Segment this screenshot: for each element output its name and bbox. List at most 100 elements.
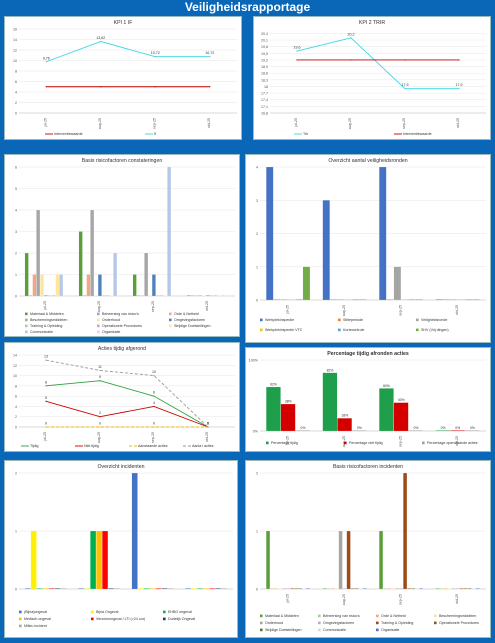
legend-swatch <box>318 628 321 632</box>
legend-swatch <box>25 312 28 316</box>
data-label: 11 <box>98 365 102 369</box>
data-point <box>458 88 460 90</box>
bar <box>102 530 108 590</box>
x-tick-label: sep-25 <box>151 301 155 312</box>
bar <box>286 588 291 590</box>
y-tick-label: 2 <box>15 101 17 105</box>
data-label: 0% <box>357 426 362 430</box>
legend-label: Strijdige Doelstellingen <box>174 324 211 328</box>
legend-label: Orde & Netheid <box>174 312 199 316</box>
data-point <box>350 37 352 39</box>
bar <box>137 588 144 590</box>
bar <box>280 299 289 301</box>
bar <box>270 588 275 590</box>
y-tick-label: 18,6 <box>261 72 268 76</box>
y-tick-label: 16 <box>13 28 17 32</box>
legend-label: Tijdig <box>30 444 38 448</box>
bar <box>198 295 203 297</box>
data-point <box>153 395 155 397</box>
y-tick-label: 2 <box>15 252 17 256</box>
y-tick-label: 2 <box>15 472 17 476</box>
chart-panel-risk-incidenten: Basis risicofactoren incidenten 0 1 2 jul-2… <box>245 460 491 638</box>
data-point <box>45 86 47 88</box>
bar <box>346 530 351 590</box>
bar <box>105 295 110 297</box>
x-tick-label: aug-25 <box>97 432 101 443</box>
bar <box>90 209 95 297</box>
data-label: 0% <box>441 426 446 430</box>
legend-label: Beheersing van risico's <box>102 312 139 316</box>
bar <box>471 588 476 590</box>
data-point <box>153 405 155 408</box>
y-tick-label: 20,1 <box>261 39 268 43</box>
x-tick-label: okt-25 <box>456 118 460 128</box>
y-tick-label: 0 <box>15 295 17 299</box>
x-tick-label: jul-25 <box>294 118 298 128</box>
bar <box>117 295 121 297</box>
y-tick-label: 6 <box>15 395 17 399</box>
bar <box>472 299 480 301</box>
bar <box>344 299 352 301</box>
y-tick-label: 4 <box>256 166 258 170</box>
data-label: 82% <box>327 368 334 372</box>
bar <box>408 299 416 301</box>
legend-label: Operationele Procedures <box>439 621 479 625</box>
bar <box>326 588 331 590</box>
x-tick-label: sep-25 <box>398 305 402 316</box>
legend-swatch <box>19 624 22 628</box>
x-tick-label: aug-25 <box>98 118 102 129</box>
legend-label: Onderhoud <box>265 621 283 625</box>
x-tick-label: sep-25 <box>151 432 155 443</box>
chart-title: Overzicht incidenten <box>97 464 145 470</box>
chart-panel-kpi2: KPI 2 TRIR 16,8 17,1 17,4 17,7 18 18,3 18,6 18,… <box>253 16 491 140</box>
kpi1-chart: 0 2 4 6 8 10 12 14 16 jul-25 aug-25 sep-25 okt-25 9,7… <box>13 28 237 136</box>
bar <box>294 588 299 590</box>
bar <box>379 388 394 432</box>
bar <box>59 274 64 297</box>
legend-swatch <box>416 318 419 322</box>
data-label: 62% <box>270 382 277 386</box>
bar <box>131 472 138 590</box>
legend-swatch <box>416 328 419 332</box>
chart-panel-kpi1: KPI 1 IF 0 2 4 6 8 10 12 14 16 jul-25 aug-25 sep-25… <box>4 16 242 140</box>
bar <box>78 231 83 297</box>
bar <box>36 209 41 297</box>
y-tick-label: 0 <box>256 588 258 592</box>
bar <box>108 588 114 590</box>
legend-label: Werkplekinspectie <box>265 318 294 322</box>
y-tick-label: 12 <box>13 49 17 53</box>
data-point <box>350 59 352 61</box>
bar <box>36 588 43 590</box>
bar <box>379 166 387 301</box>
data-label: 8 <box>45 380 47 384</box>
data-point <box>209 56 211 58</box>
data-point <box>154 86 156 88</box>
bar <box>322 372 338 432</box>
legend-swatch <box>25 324 28 328</box>
bar <box>465 430 480 432</box>
bar <box>393 266 402 301</box>
data-label: 0 <box>207 422 209 426</box>
bar <box>185 588 192 590</box>
bar <box>32 274 37 297</box>
bar <box>273 299 281 301</box>
y-tick-label: 0 <box>256 299 258 303</box>
x-tick-label: aug-25 <box>342 436 346 447</box>
legend-swatch <box>169 312 172 316</box>
bar <box>24 588 31 590</box>
legend-swatch <box>169 318 172 322</box>
data-label: 40% <box>398 398 405 402</box>
bar <box>63 295 67 297</box>
risk-constateringen-chart: 0 1 2 3 4 5 6 jul-25 aug-25 sep-25 okt-25 Materiaal… <box>15 166 235 334</box>
bar <box>155 588 162 590</box>
legend-label: Organisatie <box>102 330 120 334</box>
bar <box>419 588 424 590</box>
x-tick-label: jul-25 <box>43 118 47 128</box>
bar <box>387 588 392 590</box>
data-label: 4 <box>153 401 155 405</box>
bar <box>435 430 451 432</box>
data-label: 18% <box>341 414 348 418</box>
bar <box>407 588 412 590</box>
bar <box>167 166 172 297</box>
legend-label: Interventiewaarde <box>54 132 83 136</box>
